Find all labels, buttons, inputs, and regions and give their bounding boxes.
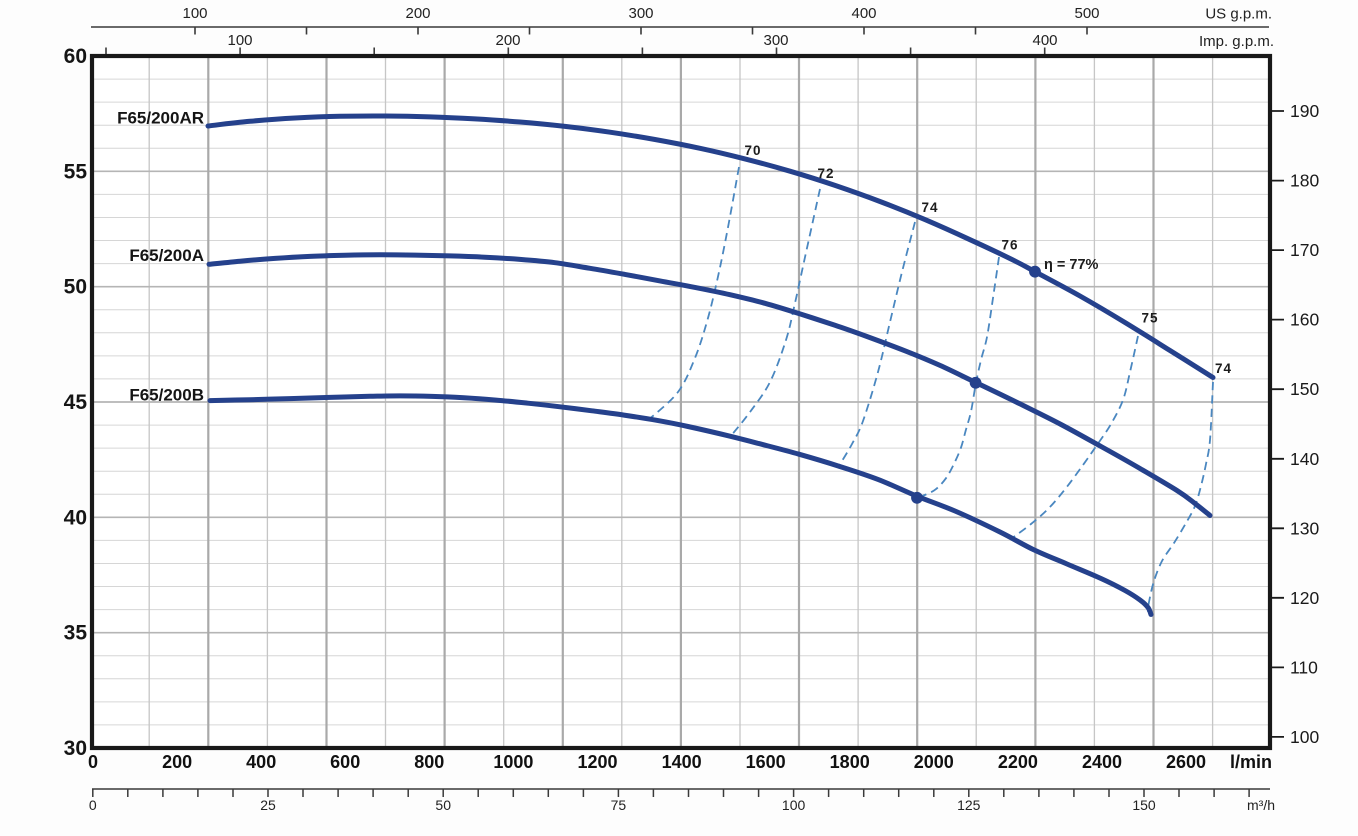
svg-text:60: 60 [64, 45, 87, 68]
svg-text:2400: 2400 [1082, 752, 1122, 772]
svg-text:30: 30 [64, 737, 87, 760]
svg-text:50: 50 [64, 276, 87, 299]
svg-text:800: 800 [414, 752, 444, 772]
svg-text:2000: 2000 [914, 752, 954, 772]
svg-text:η = 77%: η = 77% [1044, 257, 1099, 273]
svg-text:70: 70 [744, 143, 761, 158]
svg-text:40: 40 [64, 506, 87, 529]
svg-text:150: 150 [1132, 797, 1156, 813]
svg-text:1600: 1600 [746, 752, 786, 772]
svg-text:1200: 1200 [577, 752, 617, 772]
svg-text:1400: 1400 [662, 752, 702, 772]
svg-text:200: 200 [405, 5, 430, 22]
svg-text:100: 100 [182, 5, 207, 22]
svg-text:74: 74 [921, 200, 938, 215]
svg-text:100: 100 [227, 32, 252, 49]
svg-text:180: 180 [1290, 171, 1319, 191]
svg-text:75: 75 [611, 797, 627, 813]
svg-text:45: 45 [64, 391, 88, 414]
svg-text:2200: 2200 [998, 752, 1038, 772]
svg-text:400: 400 [246, 752, 276, 772]
svg-text:25: 25 [260, 797, 276, 813]
svg-text:200: 200 [495, 32, 520, 49]
svg-text:160: 160 [1290, 310, 1319, 330]
svg-text:0: 0 [88, 752, 98, 772]
svg-text:50: 50 [435, 797, 451, 813]
svg-text:120: 120 [1290, 588, 1319, 608]
svg-text:F65/200B: F65/200B [129, 386, 204, 405]
svg-text:m³/h: m³/h [1247, 797, 1275, 813]
svg-text:1000: 1000 [493, 752, 533, 772]
svg-text:600: 600 [330, 752, 360, 772]
svg-text:35: 35 [64, 622, 88, 645]
svg-text:US g.p.m.: US g.p.m. [1205, 6, 1272, 23]
svg-text:110: 110 [1290, 657, 1318, 677]
svg-text:125: 125 [957, 797, 981, 813]
svg-text:Imp. g.p.m.: Imp. g.p.m. [1199, 33, 1274, 50]
svg-text:72: 72 [817, 166, 834, 181]
svg-text:100: 100 [782, 797, 806, 813]
svg-text:74: 74 [1215, 361, 1232, 376]
svg-text:500: 500 [1074, 5, 1099, 22]
svg-text:170: 170 [1290, 240, 1319, 260]
svg-text:F65/200A: F65/200A [129, 246, 204, 265]
svg-text:55: 55 [64, 160, 88, 183]
svg-text:F65/200AR: F65/200AR [117, 109, 204, 128]
svg-text:1800: 1800 [830, 752, 870, 772]
svg-text:300: 300 [763, 32, 788, 49]
svg-text:76: 76 [1001, 238, 1018, 253]
svg-text:2600: 2600 [1166, 752, 1206, 772]
svg-text:75: 75 [1141, 311, 1158, 326]
svg-text:200: 200 [162, 752, 192, 772]
svg-text:140: 140 [1290, 449, 1319, 469]
svg-text:l/min: l/min [1230, 752, 1272, 772]
svg-text:300: 300 [628, 5, 653, 22]
svg-text:150: 150 [1290, 379, 1319, 399]
svg-text:100: 100 [1290, 727, 1319, 747]
svg-text:0: 0 [89, 797, 97, 813]
svg-text:400: 400 [1032, 32, 1057, 49]
svg-text:130: 130 [1290, 518, 1319, 538]
svg-text:400: 400 [851, 5, 876, 22]
svg-text:190: 190 [1290, 101, 1319, 121]
